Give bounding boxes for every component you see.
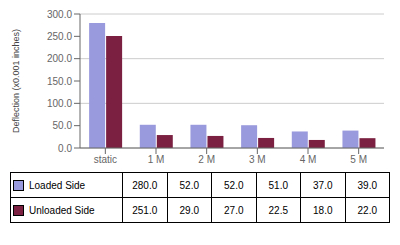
svg-text:2 M: 2 M bbox=[198, 154, 215, 165]
svg-text:300.0: 300.0 bbox=[47, 9, 72, 20]
html-text:29.0: 29.0 bbox=[179, 204, 199, 216]
svg-text:0.0: 0.0 bbox=[58, 143, 72, 154]
html-text:37.0: 37.0 bbox=[313, 179, 333, 191]
html-text:22.0: 22.0 bbox=[357, 204, 377, 216]
html-text:18.0: 18.0 bbox=[313, 204, 333, 216]
svg-text:3 M: 3 M bbox=[249, 154, 266, 165]
svg-text:50.0: 50.0 bbox=[53, 120, 73, 131]
html-text:22.5: 22.5 bbox=[268, 204, 288, 216]
html-text:251.0: 251.0 bbox=[132, 204, 158, 216]
html-text:Loaded Side: Loaded Side bbox=[29, 179, 86, 191]
html-text:280.0: 280.0 bbox=[132, 179, 158, 191]
html-text:Unloaded Side: Unloaded Side bbox=[29, 204, 95, 216]
svg-text:200.0: 200.0 bbox=[47, 53, 72, 64]
html-text:51.0: 51.0 bbox=[268, 179, 288, 191]
svg-text:Deflection (x0.001 inches): Deflection (x0.001 inches) bbox=[11, 29, 21, 133]
html-text:39.0: 39.0 bbox=[357, 179, 377, 191]
svg-text:4 M: 4 M bbox=[300, 154, 317, 165]
html-text:27.0: 27.0 bbox=[224, 204, 244, 216]
svg-text:static: static bbox=[94, 154, 117, 165]
svg-text:1 M: 1 M bbox=[148, 154, 165, 165]
svg-text:150.0: 150.0 bbox=[47, 76, 72, 87]
svg-text:5 M: 5 M bbox=[350, 154, 367, 165]
svg-text:250.0: 250.0 bbox=[47, 31, 72, 42]
html-text:52.0: 52.0 bbox=[179, 179, 199, 191]
svg-text:100.0: 100.0 bbox=[47, 98, 72, 109]
html-text:52.0: 52.0 bbox=[224, 179, 244, 191]
